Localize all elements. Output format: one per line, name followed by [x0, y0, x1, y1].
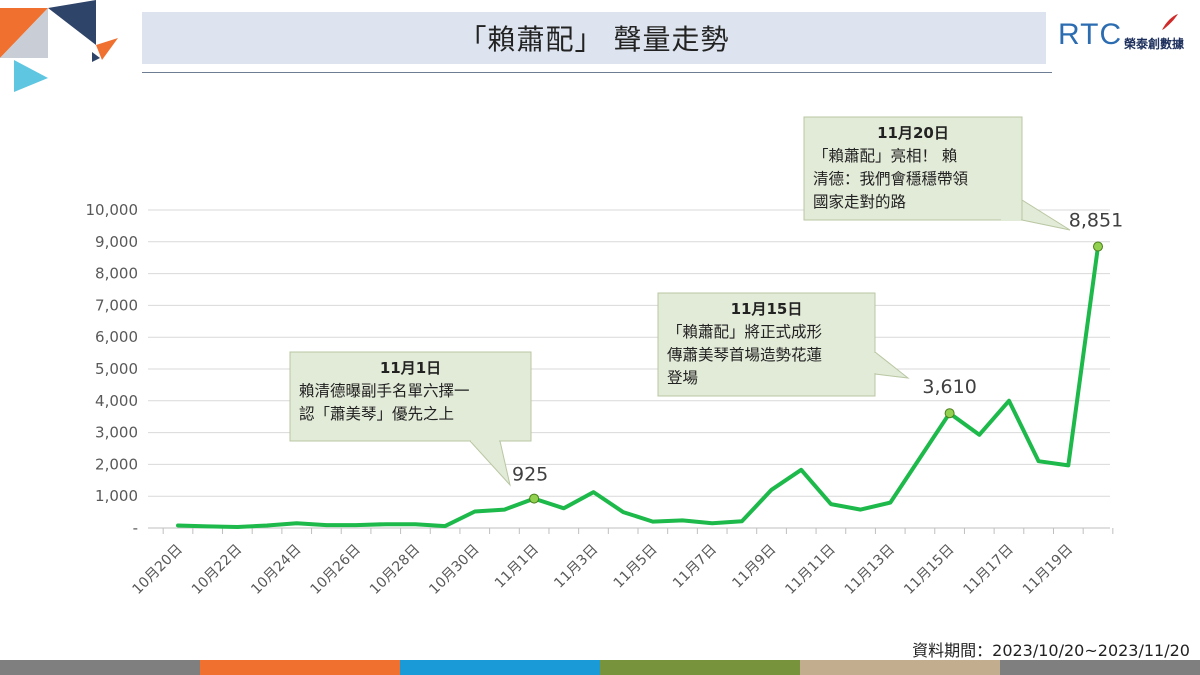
- corner-triangle-grey: [0, 8, 48, 58]
- y-tick-label: 1,000: [95, 487, 138, 505]
- callout-box: [657, 292, 876, 397]
- bottom-bar-segment: [1000, 660, 1200, 675]
- x-tick-label: 10月28日: [367, 542, 423, 598]
- x-tick-label: 11月5日: [611, 542, 661, 592]
- y-tick-label: 7,000: [95, 296, 138, 314]
- x-tick-label: 10月26日: [308, 542, 364, 598]
- callout-text: 認「蕭美琴」優先之上: [299, 405, 454, 423]
- callout-text: 清德：我們會穩穩帶領: [813, 170, 969, 188]
- data-label: 925: [512, 464, 548, 486]
- callout-text: 賴清德曝副手名單六擇一: [299, 382, 470, 400]
- source-note: 資料期間：2023/10/20~2023/11/20: [912, 641, 1190, 660]
- x-tick-label: 11月15日: [901, 542, 957, 598]
- logo-company-name: 榮泰創數據: [1124, 37, 1185, 51]
- bottom-color-bar: [0, 660, 1200, 675]
- y-tick-label: 9,000: [95, 233, 138, 251]
- bottom-bar-segment: [400, 660, 600, 675]
- x-tick-label: 11月9日: [729, 542, 779, 592]
- logo-wordmark: RTC: [1058, 18, 1123, 51]
- y-tick-label: 3,000: [95, 424, 138, 442]
- data-label: 8,851: [1069, 210, 1123, 232]
- bottom-bar-segment: [200, 660, 400, 675]
- bottom-bar-segment: [800, 660, 1000, 675]
- callout-title: 11月15日: [731, 300, 803, 318]
- callout-box: [803, 116, 1023, 221]
- corner-triangle-tiny-navy: [92, 52, 100, 62]
- corner-triangle-navy: [48, 0, 96, 45]
- x-tick-label: 11月17日: [960, 542, 1016, 598]
- y-tick-label: 6,000: [95, 328, 138, 346]
- y-tick-label: -: [133, 519, 138, 537]
- callout-box: [289, 351, 532, 442]
- brand-logo: RTC 榮泰創數據: [1058, 14, 1194, 58]
- corner-triangle-cyan: [14, 60, 48, 92]
- callout-text: 傳蕭美琴首場造勢花蓮: [667, 346, 822, 364]
- data-point-marker: [529, 493, 540, 504]
- y-tick-label: 10,000: [86, 201, 139, 219]
- x-tick-label: 11月7日: [670, 542, 720, 592]
- x-tick-label: 11月19日: [1020, 542, 1076, 598]
- bottom-bar-segment: [0, 660, 200, 675]
- data-label: 3,610: [922, 376, 976, 398]
- callout-text: 「賴蕭配」亮相！ 賴: [813, 147, 957, 165]
- y-tick-label: 5,000: [95, 360, 138, 378]
- x-tick-label: 11月3日: [551, 542, 601, 592]
- callout-title: 11月1日: [380, 359, 441, 377]
- bottom-bar-segment: [600, 660, 800, 675]
- y-tick-label: 2,000: [95, 455, 138, 473]
- x-tick-label: 10月24日: [248, 542, 304, 598]
- x-tick-label: 11月11日: [782, 542, 838, 598]
- data-point-marker: [1093, 241, 1103, 252]
- x-tick-label: 10月20日: [130, 542, 186, 598]
- x-tick-label: 10月30日: [426, 542, 482, 598]
- callout-text: 國家走對的路: [813, 193, 907, 211]
- data-point-marker: [944, 408, 955, 419]
- logo-quill-icon: [1162, 14, 1178, 30]
- corner-decoration: [0, 0, 118, 92]
- page-title: 「賴蕭配」 聲量走勢: [142, 12, 1046, 64]
- callout-text: 登場: [667, 369, 698, 387]
- callout-title: 11月20日: [877, 124, 949, 142]
- corner-triangle-small-orange: [96, 38, 118, 60]
- x-tick-label: 11月13日: [842, 542, 898, 598]
- y-tick-label: 8,000: [95, 265, 138, 283]
- title-divider: [142, 72, 1052, 73]
- callout-pointer: [468, 440, 511, 487]
- callout-text: 「賴蕭配」將正式成形: [667, 323, 822, 341]
- x-tick-label: 11月1日: [492, 542, 542, 592]
- series-line: [176, 244, 1100, 529]
- page-title-text: 「賴蕭配」 聲量走勢: [458, 23, 730, 56]
- y-tick-label: 4,000: [95, 392, 138, 410]
- x-tick-label: 10月22日: [189, 542, 245, 598]
